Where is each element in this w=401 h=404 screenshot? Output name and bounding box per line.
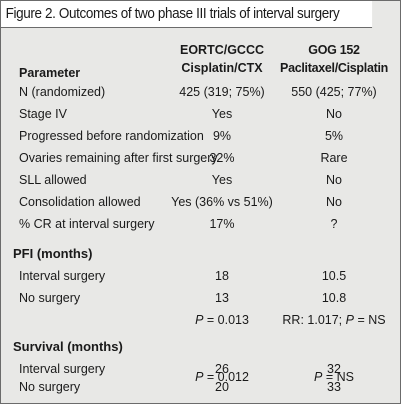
table-row: Progressed before randomization 9% 5% [1,129,400,151]
table-row: No surgery 20 33 [1,380,400,402]
row-value-eortc: 425 (319; 75%) [179,85,265,99]
table-row: N (randomized) 425 (319; 75%) 550 (425; … [1,85,400,107]
row-value-eortc: 9% [212,129,232,143]
row-label: Progressed before randomization [19,129,204,143]
header-parameter: Parameter [19,66,81,80]
row-value-eortc: Yes (36% vs 51%) [171,195,273,209]
table-row: Consolidation allowed Yes (36% vs 51%) N… [1,195,400,217]
row-label: Consolidation allowed [19,195,141,209]
row-value-gog: 33 [327,380,341,394]
p-value: = 0.013 [203,313,249,327]
row-value-eortc: 26 [215,362,229,376]
header-eortc-regimen: Cisplatin/CTX [181,61,263,75]
row-label: N (randomized) [19,85,106,99]
p-value: = 0.012 [203,370,249,384]
survival-pvalue-row: P = 0.012 P = NS [1,370,400,392]
row-value-eortc: 20 [215,380,229,394]
row-label: Interval surgery [19,362,106,376]
table-row: % CR at interval surgery 17% ? [1,217,400,239]
row-value-gog: No [326,107,342,121]
p-value: = NS [322,370,354,384]
pfi-pvalue-gog: RR: 1.017; P = NS [275,313,393,327]
row-value-gog: 32 [327,362,341,376]
survival-pvalue-eortc: P = 0.012 [167,370,277,384]
table-row: Stage IV Yes No [1,107,400,129]
row-value-gog: No [326,195,342,209]
pfi-heading: PFI (months) [13,246,93,261]
row-label: % CR at interval surgery [19,217,155,231]
row-value-gog: Rare [320,151,348,165]
row-value-gog: 550 (425; 77%) [291,85,377,99]
table-row: SLL allowed Yes No [1,173,400,195]
table-row: No surgery 13 10.8 [1,291,400,313]
row-label: Stage IV [19,107,67,121]
row-value-gog: 10.5 [321,269,347,283]
row-label: No surgery [19,291,81,305]
row-value-gog: No [326,173,342,187]
row-value-gog: 5% [324,129,344,143]
header-gog-regimen: Paclitaxel/Cisplatin [280,61,388,75]
row-label: SLL allowed [19,173,87,187]
p-symbol: P [195,370,204,384]
section-heading-survival: Survival (months) [1,339,400,361]
row-value-eortc: 32% [209,151,235,165]
row-label: Interval surgery [19,269,106,283]
survival-heading: Survival (months) [13,339,123,354]
table-row: Interval surgery 18 10.5 [1,269,400,291]
row-value-eortc: Yes [211,173,233,187]
pvalue-row: P = 0.013 RR: 1.017; P = NS [1,313,400,335]
p-symbol: P [314,370,323,384]
p-symbol: P [195,313,204,327]
row-value-gog: 10.8 [321,291,347,305]
table-row: Interval surgery 26 32 [1,362,400,384]
figure-title: Figure 2. Outcomes of two phase III tria… [1,1,373,28]
table-row: Ovaries remaining after first surgery 32… [1,151,400,173]
pfi-pvalue-eortc: P = 0.013 [167,313,277,327]
row-value-eortc: Yes [211,107,233,121]
row-value-eortc: 18 [215,269,229,283]
row-label: Ovaries remaining after first surgery [19,151,218,165]
row-label: No surgery [19,380,81,394]
table-body: EORTC/GCCC Cisplatin/CTX GOG 152 Paclita… [1,28,400,403]
rr-value: RR: 1.017; [282,313,346,327]
row-value-eortc: 17% [209,217,235,231]
section-heading-pfi: PFI (months) [1,246,400,268]
row-value-eortc: 13 [215,291,229,305]
header-eortc: EORTC/GCCC [179,43,265,57]
row-value-gog: ? [330,217,338,231]
p-value: = NS [353,313,386,327]
p-symbol: P [345,313,354,327]
survival-pvalue-gog: P = NS [275,370,393,384]
header-gog: GOG 152 [308,43,360,57]
